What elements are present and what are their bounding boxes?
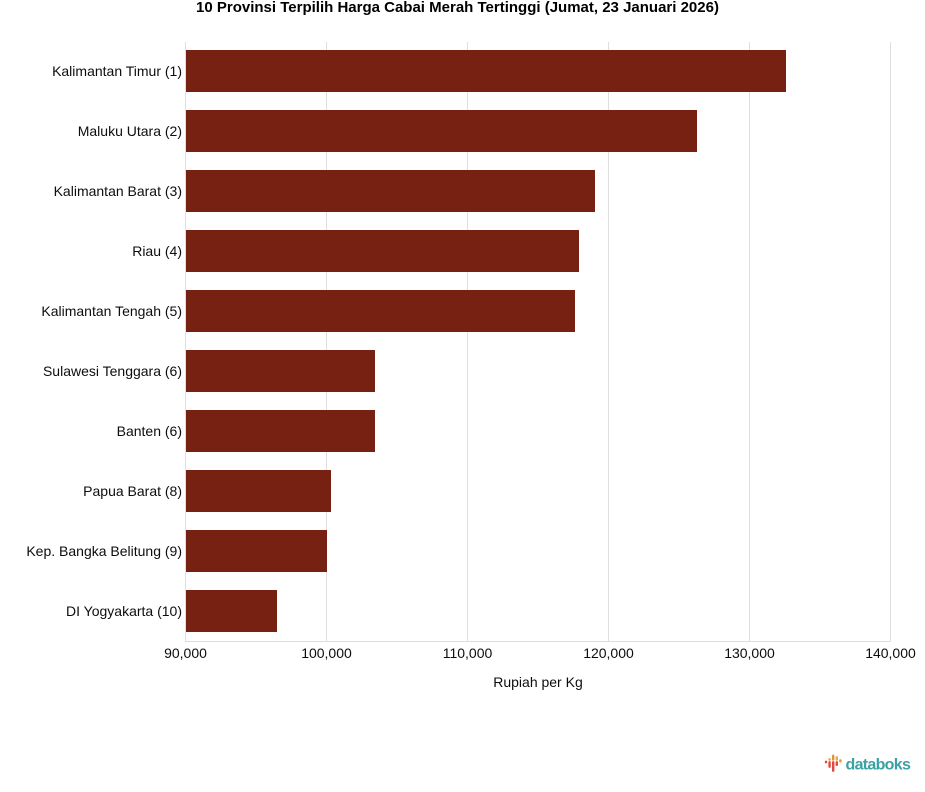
svg-text:databoks: databoks xyxy=(846,757,911,774)
